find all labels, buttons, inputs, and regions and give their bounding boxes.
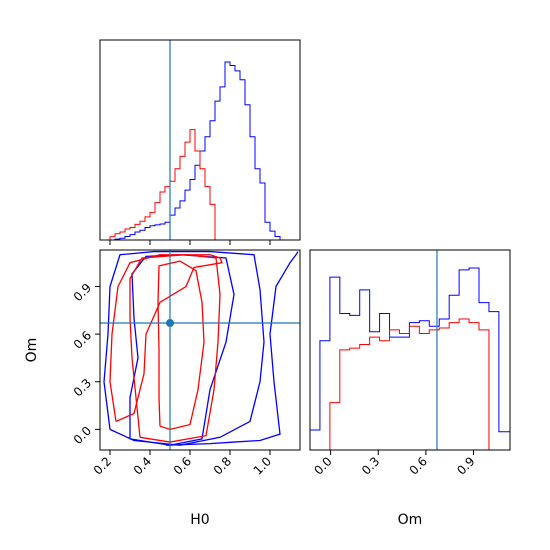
h0-om-contour-panel: 0.2 0.4 0.6 0.8 1.0 0.0 0.3 0.6 0.9 [71,249,301,478]
contour-frame [99,249,301,451]
blue-contour-3 [165,251,299,446]
om-y-tick-label: 0.0 [71,424,94,447]
om-hist-blue-series [309,267,511,450]
om-y-tick-label: 0.9 [71,281,94,304]
truth-marker [166,319,174,328]
om-histogram-panel: 0.0 0.3 0.6 0.9 [309,249,511,478]
h0-x-tick-label: 0.2 [91,454,114,477]
om-x-tick-label: 0.9 [454,454,477,477]
om-y-tick-label: 0.3 [71,376,94,399]
om-y-tick-label: 0.6 [71,328,94,351]
h0-hist-frame [99,39,301,241]
h0-x-tick-label: 0.4 [131,454,154,477]
red-contour-3 [109,254,223,423]
red-contour-2 [129,254,221,443]
om-hist-frame [309,249,511,451]
h0-x-tick-label: 0.8 [211,454,234,477]
x-axis-label-h0: H0 [190,512,209,528]
om-x-tick-label: 0.0 [311,454,334,477]
contour-layer [100,250,300,450]
h0-histogram-panel [99,39,301,245]
y-axis-label-om: Om [24,338,40,363]
om-x-tick-label: 0.3 [359,454,382,477]
om-x-tick-label: 0.6 [407,454,430,477]
blue-contour-2 [103,250,265,446]
h0-x-tick-label: 0.6 [171,454,194,477]
x-axis-label-om: Om [398,512,423,528]
red-contour-1 [157,260,205,431]
h0-x-tick-label: 1.0 [251,454,274,477]
om-hist-red-series [310,318,510,451]
